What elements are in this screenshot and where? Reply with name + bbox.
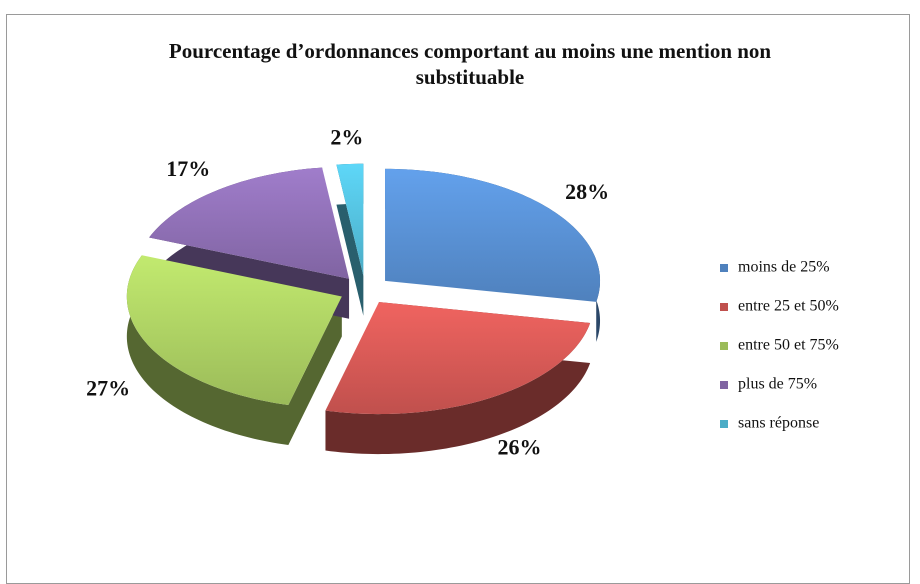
legend-swatch bbox=[720, 342, 728, 350]
data-label: 26% bbox=[497, 434, 541, 459]
legend-swatch bbox=[720, 420, 728, 428]
data-label: 28% bbox=[565, 179, 609, 204]
slice bbox=[385, 168, 601, 302]
legend-swatch bbox=[720, 381, 728, 389]
legend-label: moins de 25% bbox=[738, 259, 830, 276]
legend-swatch bbox=[720, 264, 728, 272]
data-label: 2% bbox=[330, 124, 363, 149]
slice bbox=[149, 167, 350, 279]
legend-label: entre 50 et 75% bbox=[738, 337, 839, 354]
slice-side bbox=[126, 255, 342, 445]
data-label: 17% bbox=[166, 156, 210, 181]
legend-label: sans réponse bbox=[738, 415, 819, 432]
slice bbox=[336, 163, 364, 276]
legend-label: entre 25 et 50% bbox=[738, 298, 839, 315]
legend-swatch bbox=[720, 303, 728, 311]
chart-title: Pourcentage d’ordonnances comportant au … bbox=[168, 39, 772, 89]
slice bbox=[325, 302, 591, 415]
slice bbox=[126, 255, 342, 405]
legend-label: plus de 75% bbox=[738, 376, 817, 393]
data-label: 27% bbox=[86, 376, 130, 401]
